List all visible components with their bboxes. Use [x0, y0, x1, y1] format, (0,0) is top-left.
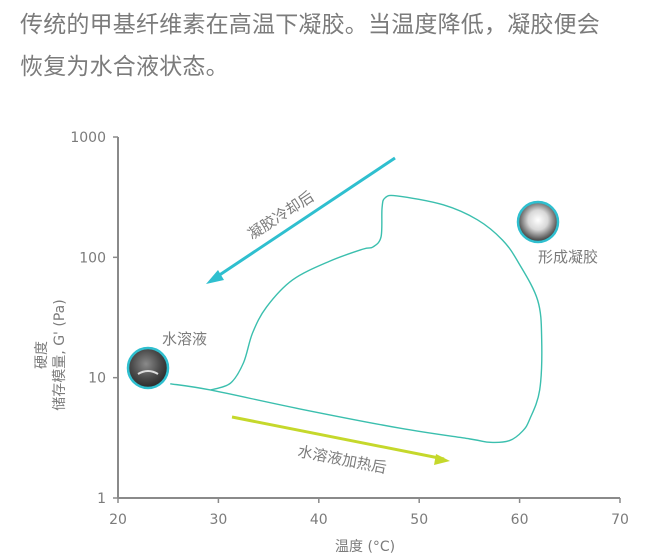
x-tick-label: 50	[410, 512, 428, 528]
solution-label: 水溶液	[162, 330, 207, 348]
heating-arrow	[231, 415, 445, 461]
cooling-annotation: 凝胶冷却后	[206, 156, 396, 284]
heating-annotation: 水溶液加热后	[231, 415, 450, 477]
cooling-arrowhead	[206, 270, 224, 284]
intro-line-1: 传统的甲基纤维素在高温下凝胶。当温度降低，凝胶便会	[20, 12, 600, 38]
gel-label: 形成凝胶	[538, 248, 598, 266]
heating-label: 水溶液加热后	[296, 442, 388, 477]
y-axis-label-2: 储存模量, G' (Pa)	[52, 299, 68, 410]
x-tick-label: 20	[109, 512, 127, 528]
solution-image	[126, 346, 170, 390]
cooling-arrow	[211, 156, 396, 282]
y-tick-label: 1	[97, 491, 106, 507]
x-axis-label: 温度 (°C)	[335, 539, 395, 555]
y-tick-label: 10	[88, 371, 106, 387]
x-tick-label: 30	[209, 512, 227, 528]
x-tick-label: 40	[310, 512, 328, 528]
y-axis-label-1: 硬度	[34, 341, 50, 369]
heating-arrowhead	[434, 454, 450, 465]
intro-text: 传统的甲基纤维素在高温下凝胶。当温度降低，凝胶便会 恢复为水合液状态。	[20, 4, 660, 88]
intro-line-2: 恢复为水合液状态。	[20, 54, 229, 80]
modulus-curve	[170, 194, 543, 444]
x-tick-label: 60	[511, 512, 529, 528]
x-tick-label: 70	[611, 512, 629, 528]
y-tick-label: 1000	[70, 130, 106, 146]
gel-image	[516, 200, 560, 244]
y-tick-label: 100	[79, 250, 106, 266]
